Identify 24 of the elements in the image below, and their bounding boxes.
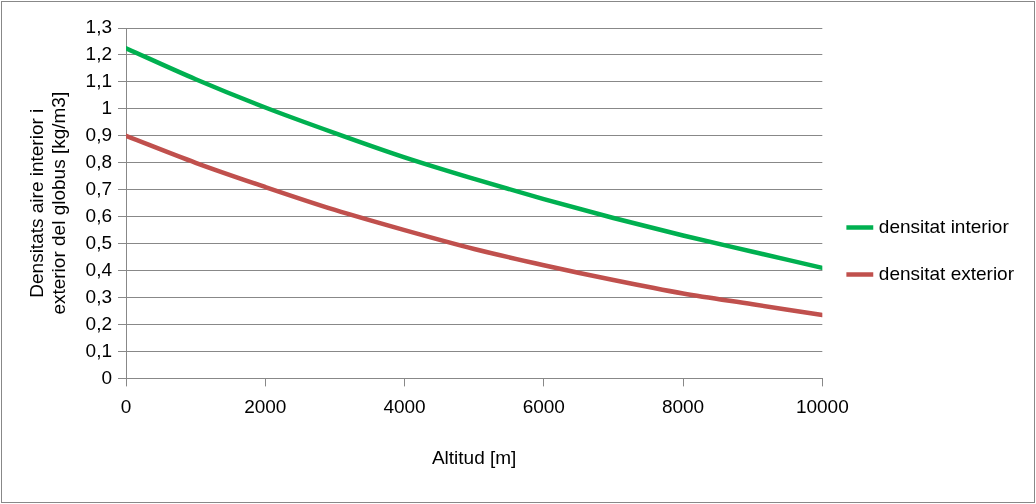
y-tick-label: 0,7: [85, 177, 113, 199]
y-tick-label: 1,1: [85, 70, 113, 92]
y-axis-title: Densitats aire interior i exterior del globus [kg/m3]: [25, 91, 70, 315]
y-tick-label: 0: [101, 366, 113, 388]
y-tick-label: 0,8: [85, 151, 113, 172]
y-tick-label: 0,9: [85, 124, 113, 146]
y-tick-label: 0,2: [85, 312, 113, 334]
y-tick-label: 0,5: [85, 231, 113, 253]
x-tick-label: 4000: [383, 396, 426, 418]
y-tick-label: 1,2: [85, 43, 113, 65]
y-tick-label: 1,3: [85, 16, 113, 38]
x-tick-label: 0: [120, 396, 132, 418]
x-tick-label: 8000: [661, 396, 705, 418]
x-tick-label: 2000: [244, 396, 287, 418]
y-tick-label: 0,6: [85, 204, 113, 226]
y-tick-label: 1: [101, 97, 113, 119]
y-tick-label: 0,1: [85, 339, 113, 361]
x-tick-label: 10000: [795, 396, 849, 418]
x-tick-label: 6000: [522, 396, 565, 418]
y-tick-label: 0,3: [85, 285, 113, 307]
x-axis-title: Altitud [m]: [431, 446, 517, 468]
legend-label: densitat interior: [878, 215, 1010, 237]
legend-label: densitat exterior: [878, 262, 1015, 284]
y-tick-label: 0,4: [85, 258, 113, 280]
